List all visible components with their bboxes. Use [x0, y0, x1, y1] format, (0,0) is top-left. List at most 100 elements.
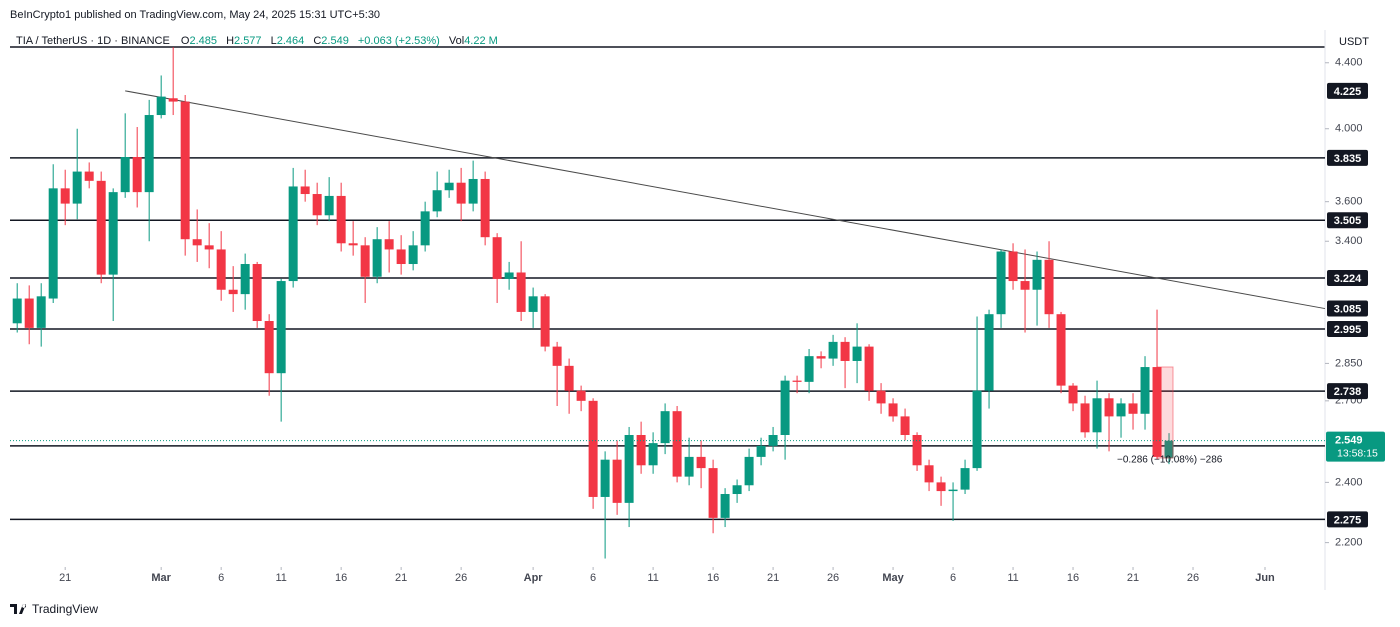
candle-body [60, 188, 70, 204]
candle-body [360, 245, 370, 277]
candle-body [684, 456, 694, 477]
volume-value: 4.22 M [464, 35, 498, 47]
candle-body [888, 403, 898, 417]
x-tick-label: 26 [1187, 572, 1199, 584]
logo-mark [10, 604, 27, 614]
open-letter: O [181, 35, 190, 47]
candle-body [324, 195, 334, 216]
measure-text: −0.286 (−10.08%) −286 [1117, 455, 1223, 466]
x-tick-label: 21 [767, 572, 779, 584]
candle-body [804, 356, 814, 382]
candle-body [636, 434, 646, 466]
symbol-header: TIA / TetherUS · 1D · BINANCE O2.485 H2.… [16, 35, 498, 47]
candle-body [480, 178, 490, 238]
y-tick-label: 3.600 [1335, 196, 1363, 208]
trendline-label: 3.085 [1334, 303, 1362, 315]
candle-body [924, 465, 934, 483]
candle-body [468, 178, 478, 204]
level-label: 2.995 [1334, 324, 1362, 336]
y-tick-label: 2.200 [1335, 537, 1363, 549]
candle-body [600, 459, 610, 497]
level-label: 3.835 [1334, 153, 1362, 165]
candle-body [288, 186, 298, 282]
logo-text: TradingView [32, 602, 98, 616]
level-label-box [1327, 321, 1368, 338]
candle-body [1140, 367, 1150, 414]
candle-body [264, 321, 274, 374]
candle-body [1008, 251, 1018, 282]
candle-body [444, 182, 454, 191]
candle-body [1104, 398, 1114, 417]
candle-body [864, 346, 874, 391]
tradingview-logo: TradingView [10, 602, 98, 616]
candle-body [672, 411, 682, 477]
candle-body [108, 192, 118, 275]
y-tick-label: 3.400 [1335, 235, 1363, 247]
x-tick-label: 11 [647, 572, 658, 584]
candle-body [504, 272, 514, 279]
candle-body [396, 249, 406, 265]
candle-body [168, 98, 178, 102]
candle-body [564, 365, 574, 391]
candle-body [96, 180, 106, 275]
candle-body [336, 195, 346, 244]
candle-body [312, 194, 322, 216]
candle-body [456, 182, 466, 204]
candle-body [1128, 403, 1138, 414]
x-tick-label: 11 [275, 572, 286, 584]
candle-body [648, 443, 658, 466]
candle-body [540, 296, 550, 347]
candle-body [900, 416, 910, 435]
candle-body [72, 171, 82, 204]
candle-body [1092, 398, 1102, 433]
level-label: 2.275 [1334, 514, 1362, 526]
candle-body [84, 171, 94, 181]
candle-body [156, 96, 166, 116]
candle-body [696, 456, 706, 469]
level-label-box [1327, 149, 1368, 166]
high-letter: H [226, 35, 234, 47]
x-tick-label: 21 [59, 572, 71, 584]
x-tick-label: 16 [1067, 572, 1079, 584]
candle-body [228, 289, 238, 295]
x-tick-label: 21 [1127, 572, 1139, 584]
open-value: 2.485 [189, 35, 217, 47]
candle-body [180, 101, 190, 240]
candle-body [792, 380, 802, 382]
candle-body [120, 156, 130, 193]
x-tick-label: Apr [524, 572, 544, 584]
candle-body [216, 249, 226, 290]
candle-body [204, 245, 214, 250]
candle-body [816, 356, 826, 359]
y-tick-label: 4.400 [1335, 57, 1363, 69]
y-tick-label: 2.850 [1335, 357, 1363, 369]
candle-body [408, 245, 418, 265]
candle-body [996, 251, 1006, 315]
x-tick-label: 26 [455, 572, 467, 584]
candle-body [960, 468, 970, 490]
x-tick-label: 16 [335, 572, 347, 584]
candle-body [1080, 403, 1090, 433]
candle-body [1044, 259, 1054, 315]
candle-body [12, 298, 22, 324]
x-tick-label: 21 [395, 572, 407, 584]
level-label-box [1327, 212, 1368, 229]
candle-body [972, 390, 982, 469]
candle-body [276, 281, 286, 374]
level-label-box [1327, 511, 1368, 528]
candle-body [132, 156, 142, 193]
candle-body [936, 482, 946, 492]
low-value: 2.464 [277, 35, 305, 47]
candle-body [492, 237, 502, 279]
last-price-label: 2.549 [1335, 435, 1363, 447]
x-tick-label: May [882, 572, 904, 584]
volume-label: Vol [449, 35, 464, 47]
candle-body [300, 186, 310, 195]
candle-body [912, 434, 922, 466]
candle-body [708, 468, 718, 518]
trendline-label: 4.225 [1334, 86, 1362, 98]
x-tick-label: 16 [707, 572, 719, 584]
candle-body [828, 341, 838, 359]
